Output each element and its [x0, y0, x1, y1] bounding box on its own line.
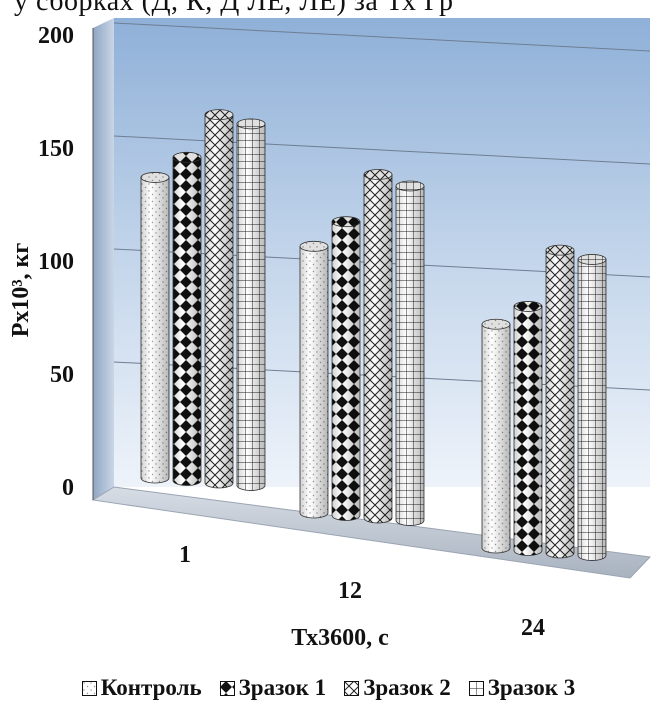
- legend-item-1: Зразок 1: [219, 675, 327, 701]
- y-tick-0: 0: [62, 475, 74, 501]
- legend-item-3: Зразок 3: [468, 675, 576, 701]
- bar-24-s3: [577, 254, 607, 561]
- y-tick-200: 200: [38, 23, 74, 49]
- bar-1-s0: [140, 172, 170, 484]
- y-tick-50: 50: [50, 362, 74, 388]
- legend-swatch-2: [344, 680, 360, 696]
- y-tick-150: 150: [38, 136, 74, 162]
- legend-item-2: Зразок 2: [344, 675, 451, 701]
- bar-12-s1: [331, 216, 361, 521]
- x-tick-24: 24: [521, 615, 545, 641]
- legend-label-3: Зразок 3: [487, 675, 576, 700]
- legend-swatch-0: [81, 680, 97, 696]
- legend-swatch-1: [219, 680, 235, 696]
- bar-12-s2: [363, 169, 393, 524]
- gridline-150: [113, 135, 651, 165]
- bar-12-s0: [299, 240, 329, 519]
- y-axis-title: Рх10³, кг: [8, 243, 34, 338]
- y-tick-labels: 0 50 100 150 200: [38, 23, 74, 501]
- legend-item-0: Контроль: [81, 675, 202, 701]
- chart-floor: [91, 486, 652, 579]
- bar-24-s0: [481, 318, 511, 554]
- gridline-200: [113, 22, 651, 52]
- legend-label-0: Контроль: [100, 675, 202, 700]
- x-tick-1: 1: [179, 542, 191, 568]
- bars: [140, 109, 607, 561]
- legend: Контроль Зразок 1 Зразок 2 Зразок 3: [0, 668, 657, 708]
- y-tick-100: 100: [38, 249, 74, 275]
- chart-side-wall: [93, 18, 114, 500]
- legend-label-2: Зразок 2: [363, 675, 451, 700]
- bar-1-s1: [172, 151, 202, 486]
- bar-24-s2: [545, 244, 575, 559]
- x-tick-12: 12: [338, 578, 362, 604]
- cropped-caption-text: у сборках (Д, К, Д ЛЕ, ЛЕ) за Тх Гр: [14, 0, 454, 16]
- bar-12-s3: [395, 180, 425, 526]
- bar-1-s3: [236, 118, 266, 491]
- x-tick-labels: 1 12 24: [179, 542, 545, 641]
- x-axis-title: Тх3600, с: [291, 625, 389, 651]
- legend-label-1: Зразок 1: [238, 675, 327, 700]
- legend-swatch-3: [468, 680, 484, 696]
- bar-24-s1: [513, 301, 543, 556]
- bar-1-s2: [204, 109, 234, 489]
- cropped-caption: у сборках (Д, К, Д ЛЕ, ЛЕ) за Тх Гр: [0, 0, 657, 16]
